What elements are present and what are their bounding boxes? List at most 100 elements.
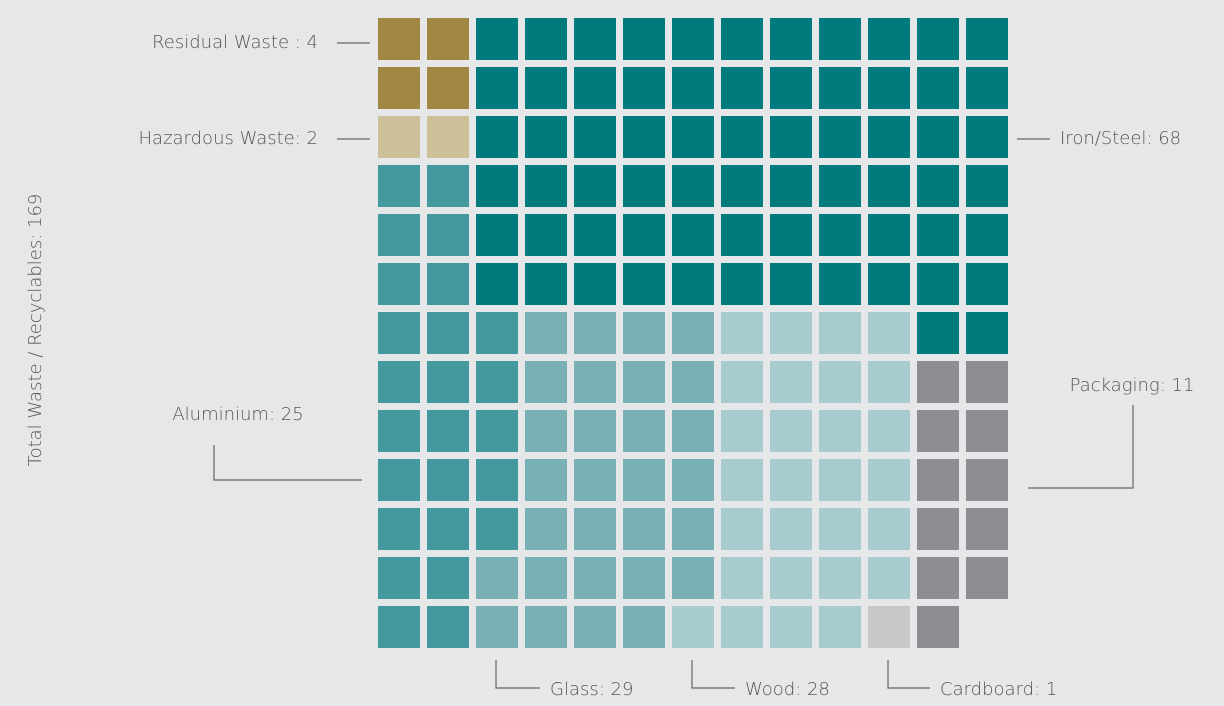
waffle-cell <box>574 263 616 305</box>
waffle-cell <box>378 508 420 550</box>
waffle-cell <box>770 263 812 305</box>
waffle-cell <box>574 410 616 452</box>
waffle-cell <box>427 263 469 305</box>
waffle-cell <box>672 606 714 648</box>
waffle-cell <box>427 18 469 60</box>
waffle-cell <box>672 165 714 207</box>
waffle-cell <box>574 18 616 60</box>
waffle-cell <box>819 557 861 599</box>
waffle-cell <box>427 459 469 501</box>
waffle-cell <box>721 508 763 550</box>
leader-line <box>213 445 362 481</box>
waffle-cell <box>721 361 763 403</box>
waffle-cell <box>966 557 1008 599</box>
waffle-cell <box>378 116 420 158</box>
leader-line <box>887 660 930 689</box>
waffle-cell <box>917 508 959 550</box>
waffle-cell <box>721 67 763 109</box>
waffle-cell <box>819 116 861 158</box>
waffle-cell <box>721 116 763 158</box>
waffle-cell <box>378 606 420 648</box>
waffle-cell <box>721 214 763 256</box>
waffle-cell <box>378 557 420 599</box>
waffle-cell <box>868 361 910 403</box>
waffle-cell <box>868 214 910 256</box>
waffle-cell <box>966 361 1008 403</box>
waffle-cell <box>623 312 665 354</box>
waffle-cell <box>819 312 861 354</box>
y-axis-label: Total Waste / Recyclables: 169 <box>25 194 46 467</box>
waffle-cell <box>623 410 665 452</box>
waffle-cell <box>819 263 861 305</box>
waffle-cell <box>819 67 861 109</box>
waffle-cell <box>917 312 959 354</box>
waffle-cell <box>378 18 420 60</box>
waffle-cell <box>525 263 567 305</box>
waffle-cell <box>917 606 959 648</box>
waffle-cell <box>868 18 910 60</box>
waffle-cell <box>378 214 420 256</box>
waffle-cell <box>966 410 1008 452</box>
waffle-cell <box>770 312 812 354</box>
waffle-cell <box>623 116 665 158</box>
waffle-cell <box>574 67 616 109</box>
waffle-cell <box>672 263 714 305</box>
waffle-cell <box>917 263 959 305</box>
waffle-cell <box>427 557 469 599</box>
waffle-cell <box>623 165 665 207</box>
waffle-cell <box>868 410 910 452</box>
series-label: Hazardous Waste: 2 <box>139 128 319 149</box>
waffle-cell <box>427 606 469 648</box>
waffle-cell <box>476 312 518 354</box>
leader-line <box>1028 405 1134 489</box>
waffle-cell <box>770 361 812 403</box>
waffle-cell <box>623 263 665 305</box>
waffle-cell <box>574 361 616 403</box>
waffle-cell <box>525 67 567 109</box>
waffle-cell <box>966 67 1008 109</box>
waffle-cell <box>525 18 567 60</box>
waffle-cell <box>966 312 1008 354</box>
waffle-cell <box>819 410 861 452</box>
waffle-cell <box>525 116 567 158</box>
waffle-cell <box>476 508 518 550</box>
waffle-cell <box>378 67 420 109</box>
waffle-cell <box>378 361 420 403</box>
waffle-cell <box>672 116 714 158</box>
waffle-cell <box>819 508 861 550</box>
waffle-cell <box>672 557 714 599</box>
waffle-cell <box>525 214 567 256</box>
waffle-cell <box>427 361 469 403</box>
waffle-cell <box>476 18 518 60</box>
waffle-cell <box>770 214 812 256</box>
waffle-cell <box>917 557 959 599</box>
waffle-cell <box>672 459 714 501</box>
waffle-cell <box>770 116 812 158</box>
waffle-cell <box>917 18 959 60</box>
waffle-cell <box>966 263 1008 305</box>
series-label: Iron/Steel: 68 <box>1060 128 1181 149</box>
waffle-cell <box>917 459 959 501</box>
waffle-cell <box>476 67 518 109</box>
waffle-cell <box>917 165 959 207</box>
waffle-cell <box>917 361 959 403</box>
waffle-cell <box>966 18 1008 60</box>
waffle-cell <box>672 18 714 60</box>
waffle-cell <box>427 116 469 158</box>
waffle-cell <box>770 67 812 109</box>
waffle-cell <box>525 410 567 452</box>
waffle-cell <box>476 459 518 501</box>
waffle-cell <box>574 165 616 207</box>
waffle-cell <box>770 18 812 60</box>
waffle-cell <box>525 606 567 648</box>
waffle-cell <box>868 312 910 354</box>
waffle-cell <box>917 214 959 256</box>
waffle-cell <box>476 557 518 599</box>
waffle-cell <box>623 67 665 109</box>
waffle-cell <box>868 606 910 648</box>
waffle-cell <box>476 263 518 305</box>
waffle-cell <box>574 116 616 158</box>
waffle-cell <box>378 263 420 305</box>
waffle-cell <box>427 508 469 550</box>
